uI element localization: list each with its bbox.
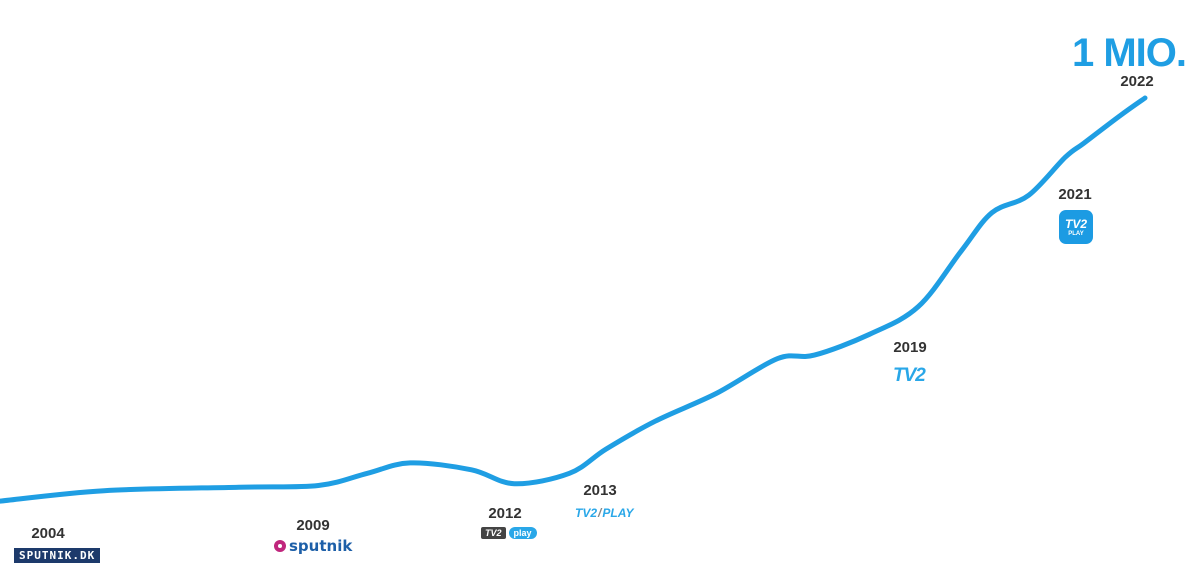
tv2-logo-part: TV2 <box>575 506 598 520</box>
year-label-2012: 2012 <box>488 505 522 522</box>
app-icon-tv2-text: TV2 <box>1064 216 1087 231</box>
tv2-play-italic-logo: TV2/PLAY <box>575 506 634 520</box>
year-label-2021: 2021 <box>1058 186 1092 203</box>
tv2-logo: TV2 <box>893 365 926 386</box>
tv2-logo-part: TV2 <box>481 527 506 539</box>
tv2-play-logo: TV2 play <box>481 527 537 539</box>
year-label-2004: 2004 <box>31 525 65 542</box>
headline-1-mio: 1 MIO. <box>1072 31 1187 75</box>
play-logo-part: play <box>508 527 537 539</box>
sputnik-logo: sputnik <box>274 537 352 555</box>
sputnik-logo-text: sputnik <box>289 537 353 555</box>
year-label-2022: 2022 <box>1120 73 1154 90</box>
year-label-2013: 2013 <box>583 482 617 499</box>
growth-line <box>0 95 1148 504</box>
app-icon-play-text: PLAY <box>1068 230 1084 237</box>
tv2-play-app-icon: TV2 PLAY <box>1059 210 1093 244</box>
sputnik-icon <box>274 540 286 552</box>
year-label-2009: 2009 <box>296 517 330 534</box>
year-label-2019: 2019 <box>893 339 927 356</box>
sputnik-dk-logo: SPUTNIK.DK <box>14 548 101 563</box>
play-logo-part: PLAY <box>602 506 634 520</box>
